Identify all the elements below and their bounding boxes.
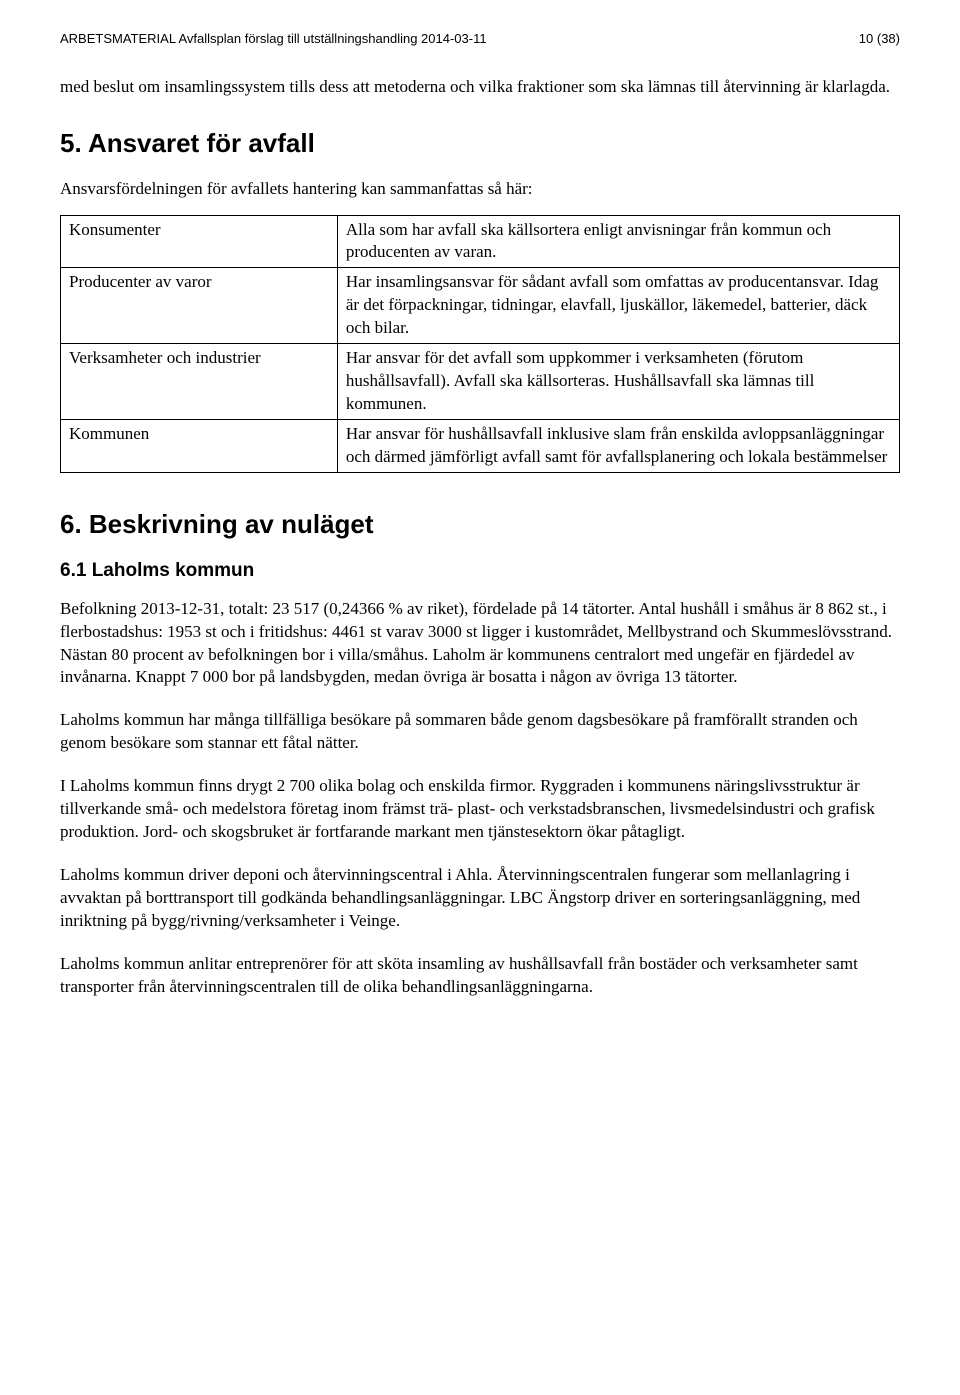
table-row: Verksamheter och industrier Har ansvar f… <box>61 344 900 420</box>
table-cell-right: Alla som har avfall ska källsortera enli… <box>337 215 899 268</box>
page-header: ARBETSMATERIAL Avfallsplan förslag till … <box>60 30 900 48</box>
body-paragraph: Laholms kommun driver deponi och återvin… <box>60 864 900 933</box>
table-row: Kommunen Har ansvar för hushållsavfall i… <box>61 420 900 473</box>
table-row: Producenter av varor Har insamlingsansva… <box>61 268 900 344</box>
table-cell-left: Verksamheter och industrier <box>61 344 338 420</box>
header-left: ARBETSMATERIAL Avfallsplan förslag till … <box>60 30 487 48</box>
section-5-title: 5. Ansvaret för avfall <box>60 126 900 161</box>
table-cell-left: Konsumenter <box>61 215 338 268</box>
body-paragraph: Laholms kommun har många tillfälliga bes… <box>60 709 900 755</box>
section-5-lead: Ansvarsfördelningen för avfallets hanter… <box>60 178 900 201</box>
table-row: Konsumenter Alla som har avfall ska käll… <box>61 215 900 268</box>
table-cell-right: Har ansvar för hushållsavfall inklusive … <box>337 420 899 473</box>
responsibility-table: Konsumenter Alla som har avfall ska käll… <box>60 215 900 473</box>
intro-paragraph: med beslut om insamlingssystem tills des… <box>60 76 900 99</box>
section-6-1-title: 6.1 Laholms kommun <box>60 558 900 584</box>
table-cell-left: Kommunen <box>61 420 338 473</box>
section-5: 5. Ansvaret för avfall Ansvarsfördelning… <box>60 126 900 472</box>
table-cell-left: Producenter av varor <box>61 268 338 344</box>
table-cell-right: Har ansvar för det avfall som uppkommer … <box>337 344 899 420</box>
body-paragraph: I Laholms kommun finns drygt 2 700 olika… <box>60 775 900 844</box>
body-paragraph: Befolkning 2013-12-31, totalt: 23 517 (0… <box>60 598 900 690</box>
table-cell-right: Har insamlingsansvar för sådant avfall s… <box>337 268 899 344</box>
body-paragraph: Laholms kommun anlitar entreprenörer för… <box>60 953 900 999</box>
section-6-title: 6. Beskrivning av nuläget <box>60 507 900 542</box>
section-6: 6. Beskrivning av nuläget 6.1 Laholms ko… <box>60 507 900 999</box>
header-page-number: 10 (38) <box>859 30 900 48</box>
